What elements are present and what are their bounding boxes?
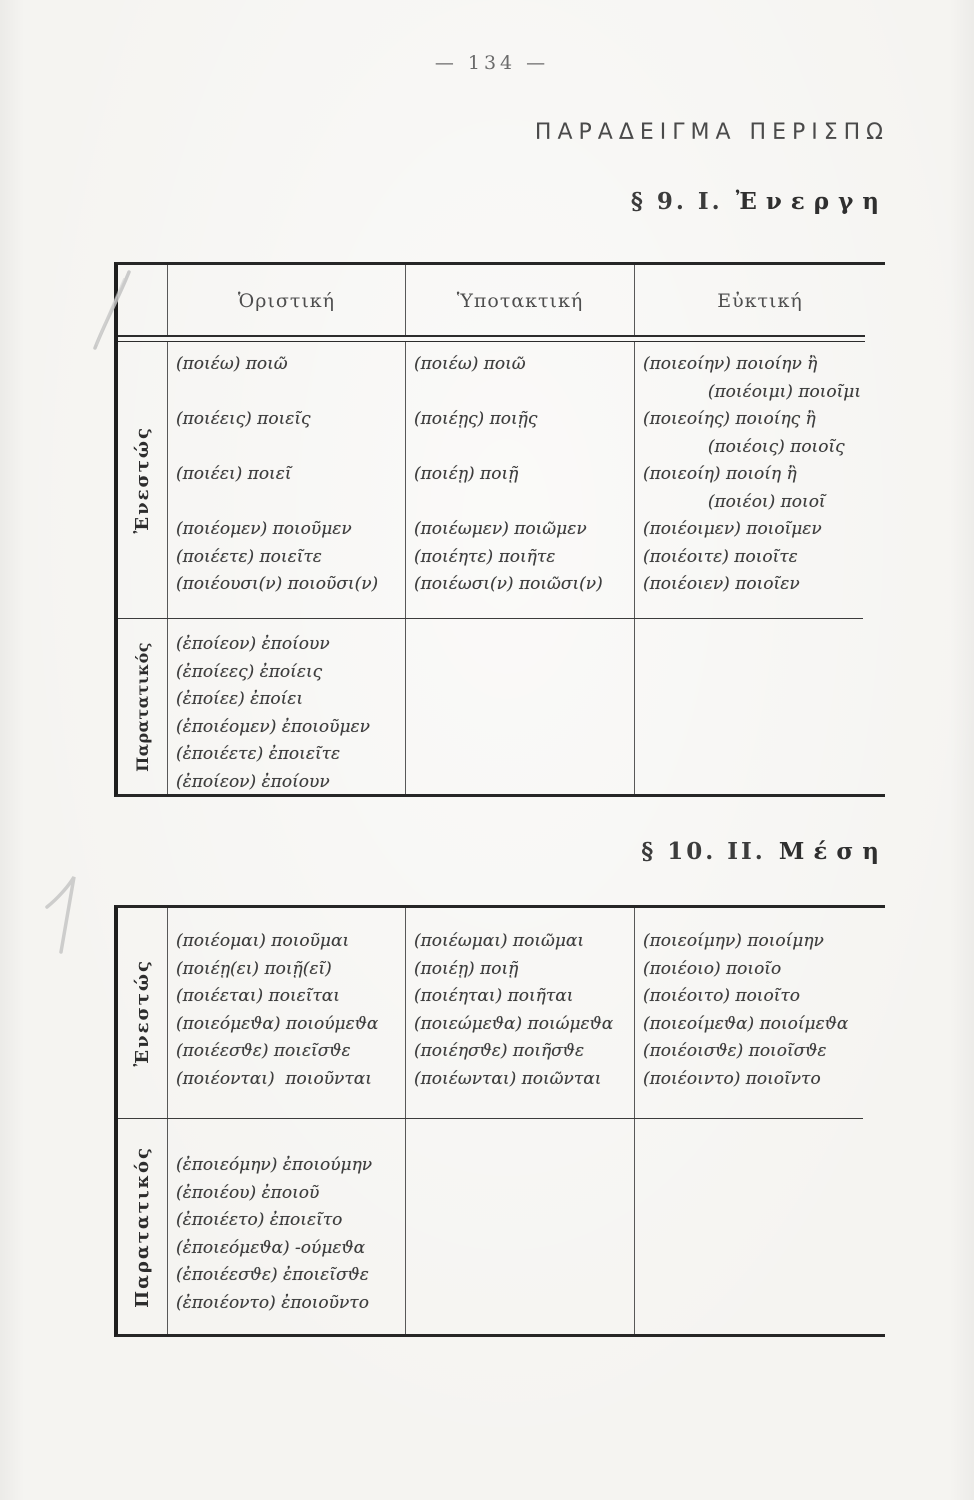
cell-active-present-indicative: (ποιέω) ποιῶ (ποιέεις) ποιεῖς (ποιέει) π… (168, 342, 406, 618)
section-heading-middle: § 10. II. Μέση (641, 838, 888, 865)
row-active-imperfect: Παρατατικός (ἐποίεον) ἐποίουν (ἐποίεες) … (118, 619, 885, 794)
row-label-cell: Ἐνεστώς (118, 908, 168, 1118)
middle-voice-table: Ἐνεστώς (ποιέομαι) ποιοῦμαι (ποιέῃ(ει) π… (114, 905, 885, 1337)
section-number-active: § 9. I. (630, 188, 723, 215)
row-label-cell: Παρατατικός (118, 1119, 168, 1334)
header-double-rule (118, 335, 865, 342)
cell-middle-present-optative: (ποιεοίμην) ποιοίμην (ποιέοιο) ποιοῖο (π… (643, 931, 849, 1089)
page-number: — 134 — (434, 52, 550, 74)
section-heading-active: § 9. I. Ἐνεργη (631, 188, 888, 215)
cell-middle-present-subjunctive: (ποιέωμαι) ποιῶμαι (ποιέῃ) ποιῇ (ποιέητα… (406, 908, 635, 1118)
header-label-spacer (118, 265, 168, 335)
section-number-middle: § 10. II. (641, 838, 766, 865)
column-header-indicative: Ὁριστική (168, 265, 406, 335)
cell-active-imperfect-optative (635, 619, 885, 794)
section-word-active: Ἐνεργη (735, 188, 888, 215)
cell-middle-imperfect-indicative: (ἐποιεόμην) ἐποιούμην (ἐποιέου) ἐποιοῦ (… (168, 1119, 406, 1334)
cell-middle-imperfect-optative (635, 1119, 885, 1334)
row-label-cell: Παρατατικός (118, 619, 168, 794)
column-header-subjunctive: Ὑποτακτική (406, 265, 635, 335)
cell-middle-present-indicative: (ποιέομαι) ποιοῦμαι (ποιέῃ(ει) ποιῇ(εῖ) … (168, 908, 406, 1118)
pencil-mark-numeral-one (45, 876, 76, 954)
cell-active-present-subjunctive: (ποιέω) ποιῶ (ποιέῃς) ποιῇς (ποιέῃ) ποιῇ… (406, 342, 635, 618)
row-label-active-present: Ἐνεστώς (132, 426, 153, 534)
row-label-middle-present: Ἐνεστώς (132, 959, 153, 1067)
document-title: ΠΑΡΑΔΕΙΓΜΑ ΠΕΡΙΣΠΩ (534, 120, 889, 145)
table-header-row: Ὁριστική Ὑποτακτική Εὐκτική (118, 265, 885, 335)
cell-active-imperfect-indicative: (ἐποίεον) ἐποίουν (ἐποίεες) ἐποίεις (ἐπο… (168, 619, 406, 794)
row-divider-rule (118, 1118, 863, 1119)
row-active-present: Ἐνεστώς (ποιέω) ποιῶ (ποιέεις) ποιεῖς (π… (118, 342, 885, 618)
row-middle-imperfect: Παρατατικός (ἐποιεόμην) ἐποιούμην (ἐποιέ… (118, 1119, 885, 1334)
cell-active-imperfect-subjunctive (406, 619, 635, 794)
active-voice-table: Ὁριστική Ὑποτακτική Εὐκτική Ἐνεστώς (ποι… (114, 262, 885, 797)
row-label-active-imperfect: Παρατατικός (133, 641, 152, 772)
row-divider-rule (118, 618, 863, 619)
row-label-middle-imperfect: Παρατατικός (132, 1145, 153, 1308)
cell-active-present-optative: (ποιεοίην) ποιοίην ἢ (ποιέοιμι) ποιοῖμι … (643, 354, 862, 594)
row-middle-present: Ἐνεστώς (ποιέομαι) ποιοῦμαι (ποιέῃ(ει) π… (118, 908, 885, 1118)
cell-middle-imperfect-subjunctive (406, 1119, 635, 1334)
column-header-optative: Εὐκτική (717, 290, 803, 312)
row-label-cell: Ἐνεστώς (118, 342, 168, 618)
section-word-middle: Μέση (778, 838, 888, 865)
